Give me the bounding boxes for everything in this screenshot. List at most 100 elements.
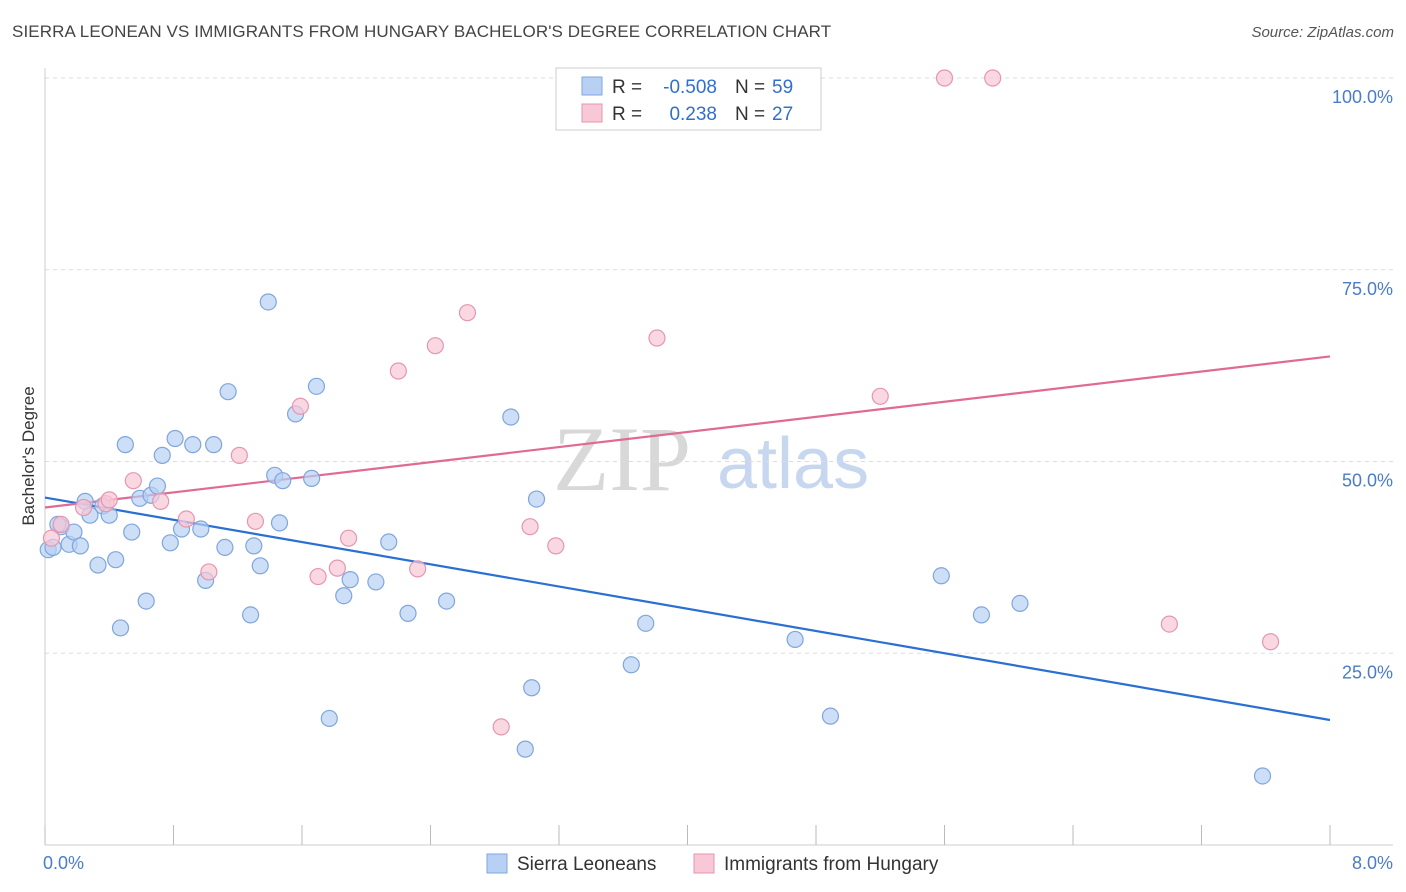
point-sierra-leoneans-48: [523, 679, 541, 697]
point-immigrants-from-hungary-13: [328, 559, 346, 577]
point-immigrants-from-hungary-15: [389, 362, 407, 380]
y-tick-label-100: 100.0%: [1332, 87, 1393, 107]
point-immigrants-from-hungary-5: [124, 472, 142, 490]
point-immigrants-from-hungary-18: [458, 304, 477, 322]
point-sierra-leoneans-4: [65, 523, 83, 541]
point-sierra-leoneans-20: [161, 534, 179, 552]
point-immigrants-from-hungary-7: [177, 510, 195, 528]
legend-n-label-2: N =: [735, 104, 765, 125]
bottom-legend-swatch-pink: [693, 853, 715, 874]
point-sierra-leoneans-40: [335, 587, 353, 605]
point-sierra-leoneans-45: [437, 592, 456, 610]
legend-r-label-1: R =: [612, 77, 642, 98]
series-sierra-leoneans: [39, 293, 1272, 785]
point-sierra-leoneans-43: [380, 533, 398, 551]
legend-r-value-2: 0.238: [669, 104, 717, 125]
bottom-legend-swatch-blue: [486, 853, 508, 874]
point-sierra-leoneans-51: [637, 614, 655, 632]
legend-swatch-blue: [581, 76, 603, 96]
point-sierra-leoneans-14: [123, 523, 141, 541]
axes: [44, 68, 1393, 846]
correlation-legend: R = -0.508 N = 59 R = 0.238 N = 27: [555, 67, 822, 131]
point-immigrants-from-hungary-22: [648, 329, 666, 347]
point-immigrants-from-hungary-21: [547, 537, 565, 555]
legend-n-value-2: 27: [772, 104, 793, 125]
point-sierra-leoneans-46: [502, 408, 520, 426]
point-sierra-leoneans-34: [270, 514, 289, 532]
point-immigrants-from-hungary-27: [1261, 633, 1280, 651]
trend-line-immigrants-from-hungary: [44, 355, 1331, 509]
point-immigrants-from-hungary-16: [409, 560, 427, 578]
point-immigrants-from-hungary-14: [339, 529, 358, 547]
watermark-zip: ZIP: [553, 408, 691, 510]
point-sierra-leoneans-30: [245, 537, 263, 555]
point-sierra-leoneans-11: [107, 551, 125, 569]
point-immigrants-from-hungary-25: [984, 69, 1002, 87]
point-immigrants-from-hungary-20: [521, 518, 539, 536]
point-sierra-leoneans-38: [307, 377, 326, 395]
legend-n-value-1: 59: [772, 77, 793, 98]
trend-line-sierra-leoneans: [44, 496, 1331, 722]
legend-n-label-1: N =: [735, 77, 765, 98]
point-sierra-leoneans-52: [786, 630, 804, 649]
point-immigrants-from-hungary-2: [74, 498, 93, 517]
point-immigrants-from-hungary-11: [291, 397, 309, 415]
point-immigrants-from-hungary-10: [246, 512, 265, 530]
chart-title: SIERRA LEONEAN VS IMMIGRANTS FROM HUNGAR…: [12, 22, 832, 41]
point-sierra-leoneans-39: [320, 709, 338, 728]
point-sierra-leoneans-24: [192, 520, 210, 538]
point-immigrants-from-hungary-19: [492, 718, 510, 736]
x-tick-label-min: 0.0%: [43, 853, 84, 873]
y-axis-label: Bachelor's Degree: [19, 386, 38, 525]
point-sierra-leoneans-27: [216, 538, 234, 557]
point-sierra-leoneans-42: [367, 573, 385, 591]
bottom-legend-label-2: Immigrants from Hungary: [724, 854, 939, 875]
point-sierra-leoneans-19: [153, 446, 171, 464]
y-tick-label-25: 25.0%: [1342, 662, 1393, 682]
point-immigrants-from-hungary-17: [426, 337, 444, 355]
point-immigrants-from-hungary-9: [230, 446, 248, 464]
source-credit: Source: ZipAtlas.com: [1251, 24, 1394, 41]
point-sierra-leoneans-21: [166, 429, 184, 448]
point-sierra-leoneans-32: [259, 293, 277, 311]
point-sierra-leoneans-31: [251, 557, 269, 575]
point-sierra-leoneans-44: [399, 604, 417, 622]
point-sierra-leoneans-12: [111, 619, 130, 637]
point-sierra-leoneans-18: [148, 477, 167, 495]
point-sierra-leoneans-8: [89, 556, 107, 574]
y-tick-label-50: 50.0%: [1342, 471, 1393, 491]
x-tick-label-max: 8.0%: [1352, 853, 1393, 873]
point-immigrants-from-hungary-26: [1160, 615, 1178, 633]
point-sierra-leoneans-50: [622, 656, 640, 674]
point-immigrants-from-hungary-23: [871, 387, 889, 405]
point-immigrants-from-hungary-1: [52, 515, 70, 533]
point-sierra-leoneans-41: [341, 571, 359, 589]
point-sierra-leoneans-16: [137, 592, 155, 610]
bottom-legend-label-1: Sierra Leoneans: [517, 854, 656, 875]
point-sierra-leoneans-35: [274, 472, 292, 490]
watermark-atlas: atlas: [717, 424, 869, 504]
point-sierra-leoneans-56: [1011, 594, 1029, 612]
legend-r-value-1: -0.508: [663, 77, 717, 98]
legend-r-label-2: R =: [612, 104, 642, 125]
y-tick-labels: 25.0% 50.0% 75.0% 100.0%: [1332, 87, 1393, 682]
point-immigrants-from-hungary-12: [309, 567, 327, 586]
point-sierra-leoneans-53: [821, 707, 840, 725]
gridlines: [45, 77, 1393, 654]
series-immigrants-from-hungary: [42, 69, 1280, 736]
point-sierra-leoneans-49: [527, 490, 546, 508]
point-sierra-leoneans-47: [516, 740, 534, 758]
point-sierra-leoneans-37: [303, 469, 321, 487]
point-sierra-leoneans-13: [116, 436, 134, 454]
point-immigrants-from-hungary-6: [152, 492, 170, 510]
legend-swatch-pink: [581, 103, 603, 123]
point-sierra-leoneans-23: [184, 436, 202, 454]
point-immigrants-from-hungary-4: [100, 491, 118, 509]
point-sierra-leoneans-54: [932, 567, 950, 585]
point-sierra-leoneans-57: [1253, 767, 1272, 785]
point-sierra-leoneans-5: [71, 537, 89, 555]
point-immigrants-from-hungary-0: [42, 529, 61, 547]
point-sierra-leoneans-28: [219, 383, 237, 401]
point-sierra-leoneans-29: [242, 606, 260, 624]
